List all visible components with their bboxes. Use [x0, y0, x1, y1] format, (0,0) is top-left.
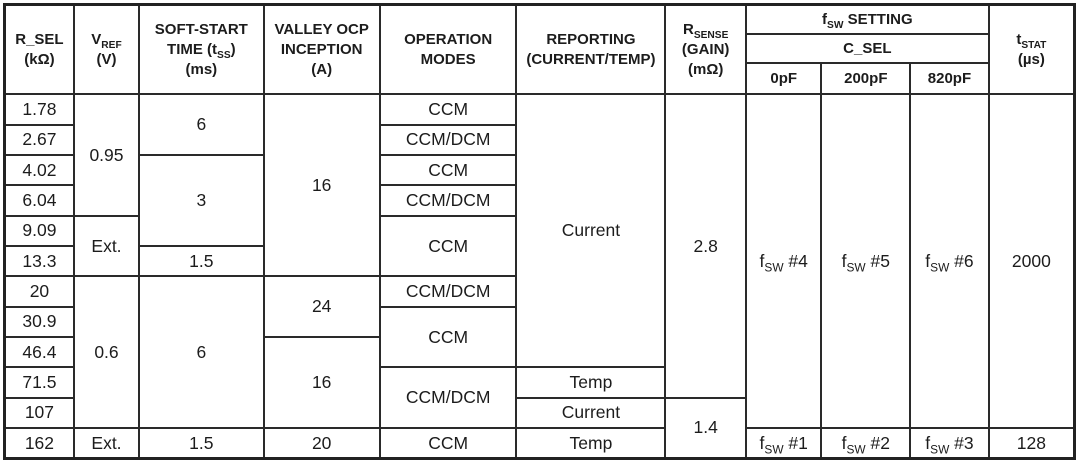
cell-valley-ocp: 24 — [262, 275, 381, 339]
cell-r-sel: 6.04 — [3, 184, 75, 217]
cell-r-sense: 2.8 — [664, 93, 747, 399]
cell-t-stat: 2000 — [987, 93, 1076, 430]
header-r-sel: R_SEL (kΩ) — [3, 3, 75, 96]
cell-r-sel: 9.09 — [3, 214, 75, 248]
cell-r-sel: 71.5 — [3, 366, 75, 399]
cell-operation-mode: CCM — [378, 93, 518, 126]
header-v-ref-subscript: REF — [101, 39, 122, 51]
header-v-ref: VREF (V) — [72, 3, 141, 96]
header-c-sel-200pf: 200pF — [820, 62, 912, 96]
cell-soft-start: 6 — [138, 93, 265, 157]
cell-v-ref: Ext. — [72, 427, 141, 460]
header-c-sel-0pf: 0pF — [744, 62, 823, 96]
cell-operation-mode: CCM — [378, 305, 518, 369]
cell-valley-ocp: 20 — [262, 427, 381, 460]
cell-operation-mode: CCM/DCM — [378, 275, 518, 308]
cell-r-sel: 4.02 — [3, 154, 75, 187]
cell-t-stat: 128 — [987, 427, 1076, 460]
cell-soft-start: 1.5 — [138, 245, 265, 278]
header-fsw-setting: fSW SETTING — [744, 3, 990, 35]
header-operation-modes: OPERATION MODES — [378, 3, 518, 96]
cell-r-sel: 13.3 — [3, 245, 75, 278]
cell-r-sel: 20 — [3, 275, 75, 308]
cell-v-ref: 0.6 — [72, 275, 141, 430]
cell-operation-mode: CCM/DCM — [378, 184, 518, 217]
header-r-sel-unit: (kΩ) — [24, 50, 55, 68]
header-c-sel: C_SEL — [744, 32, 990, 65]
cell-soft-start: 6 — [138, 275, 265, 430]
cell-fsw-0pf: fSW #4 — [744, 93, 823, 430]
cell-valley-ocp: 16 — [262, 93, 381, 278]
cell-reporting: Temp — [515, 366, 667, 399]
cell-fsw-820pf: fSW #3 — [909, 427, 990, 460]
cell-r-sense: 1.4 — [664, 396, 747, 460]
header-v-ref-symbol: V — [91, 30, 102, 48]
cell-operation-mode: CCM — [378, 427, 518, 460]
cell-reporting: Temp — [515, 427, 667, 460]
cell-r-sel: 162 — [3, 427, 75, 460]
cell-r-sel: 2.67 — [3, 123, 75, 157]
cell-operation-mode: CCM — [378, 214, 518, 278]
header-reporting: REPORTING (CURRENT/TEMP) — [515, 3, 667, 96]
cell-v-ref: Ext. — [72, 214, 141, 278]
cell-soft-start: 1.5 — [138, 427, 265, 460]
cell-fsw-200pf: fSW #2 — [820, 427, 912, 460]
header-soft-start-time: SOFT-START TIME (tSS) (ms) — [138, 3, 265, 96]
header-r-sel-title: R_SEL — [15, 30, 64, 48]
cell-r-sel: 107 — [3, 396, 75, 430]
cell-r-sel: 46.4 — [3, 336, 75, 369]
cell-reporting: Current — [515, 93, 667, 369]
cell-operation-mode: CCM — [378, 154, 518, 187]
header-r-sense-gain: RSENSE (GAIN) (mΩ) — [664, 3, 747, 96]
cell-operation-mode: CCM/DCM — [378, 366, 518, 430]
cell-reporting: Current — [515, 396, 667, 430]
cell-r-sel: 30.9 — [3, 305, 75, 339]
header-v-ref-unit: (V) — [96, 50, 117, 68]
cell-operation-mode: CCM/DCM — [378, 123, 518, 157]
cell-fsw-0pf: fSW #1 — [744, 427, 823, 460]
parameter-selection-table: R_SEL (kΩ) VREF (V) SOFT-START TIME (tSS… — [3, 3, 1076, 460]
header-valley-ocp-inception: VALLEY OCP INCEPTION (A) — [262, 3, 381, 96]
cell-r-sel: 1.78 — [3, 93, 75, 126]
cell-soft-start: 3 — [138, 154, 265, 248]
cell-fsw-820pf: fSW #6 — [909, 93, 990, 430]
cell-valley-ocp: 16 — [262, 336, 381, 430]
cell-fsw-200pf: fSW #5 — [820, 93, 912, 430]
header-t-stat: tSTAT (µs) — [987, 3, 1076, 96]
header-c-sel-820pf: 820pF — [909, 62, 990, 96]
cell-v-ref: 0.95 — [72, 93, 141, 217]
